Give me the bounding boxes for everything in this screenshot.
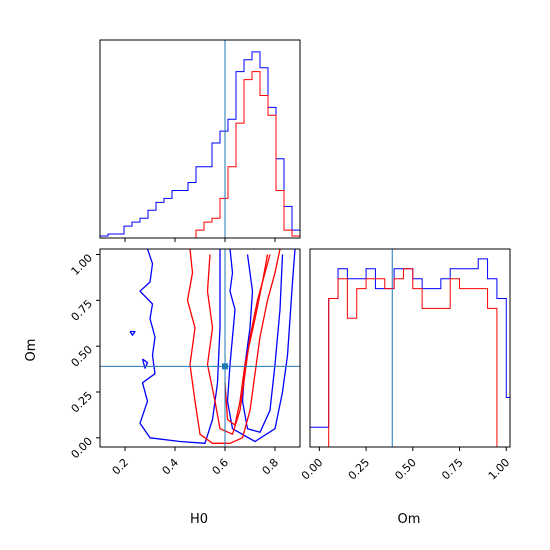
histogram-panel-om: 0.00 0.25 0.50 0.75 1.00 [299,248,513,483]
om-hist-tick-label-3: 0.75 [439,456,466,483]
contour-ytick-label-3: 0.75 [69,297,96,324]
contour-lines [129,249,296,444]
om-hist-series-1 [310,268,510,448]
y-axis-label-om: Om [24,339,39,362]
contour-line-3 [141,358,149,369]
contour-frame [99,248,301,448]
om-hist-tick-label-4: 1.00 [486,456,513,483]
om-hist-tick-label-0: 0.00 [299,456,326,483]
axis-labels: H0 Om Om [24,339,420,527]
contour-ytick-label-0: 0.00 [69,435,96,462]
h0-hist-series-0 [99,51,301,238]
truth-marker [222,363,228,370]
contour-line-5 [186,249,281,444]
contour-ytick-label-2: 0.50 [69,343,96,370]
contour-line-1 [226,249,296,443]
contour-line-0 [139,249,221,444]
h0-hist-frame [99,39,301,239]
om-hist-tick-label-1: 0.25 [346,456,373,483]
contour-line-4 [129,330,136,336]
x-axis-label-h0: H0 [190,512,208,527]
contour-line-7 [224,254,269,426]
contour-xtick-label-3: 0.8 [260,456,282,478]
om-hist-frame [309,248,511,448]
contour-line-6 [206,254,271,435]
om-hist-tick-label-2: 0.50 [392,456,419,483]
contour-line-2 [241,254,284,433]
contour-ytick-label-1: 0.25 [69,389,96,416]
contour-xtick-label-2: 0.6 [210,456,232,478]
contour-panel-h0-om: 0.2 0.4 0.6 0.8 0.00 0.25 0.50 0.75 1.00 [69,248,301,478]
contour-ytick-label-4: 1.00 [69,251,96,278]
h0-hist-series-1 [100,71,301,239]
contour-xtick-label-1: 0.4 [160,456,182,478]
om-hist-series-0 [309,258,511,447]
histogram-panel-h0 [99,39,301,242]
x-axis-label-om: Om [398,512,421,527]
contour-xtick-label-0: 0.2 [110,456,132,478]
